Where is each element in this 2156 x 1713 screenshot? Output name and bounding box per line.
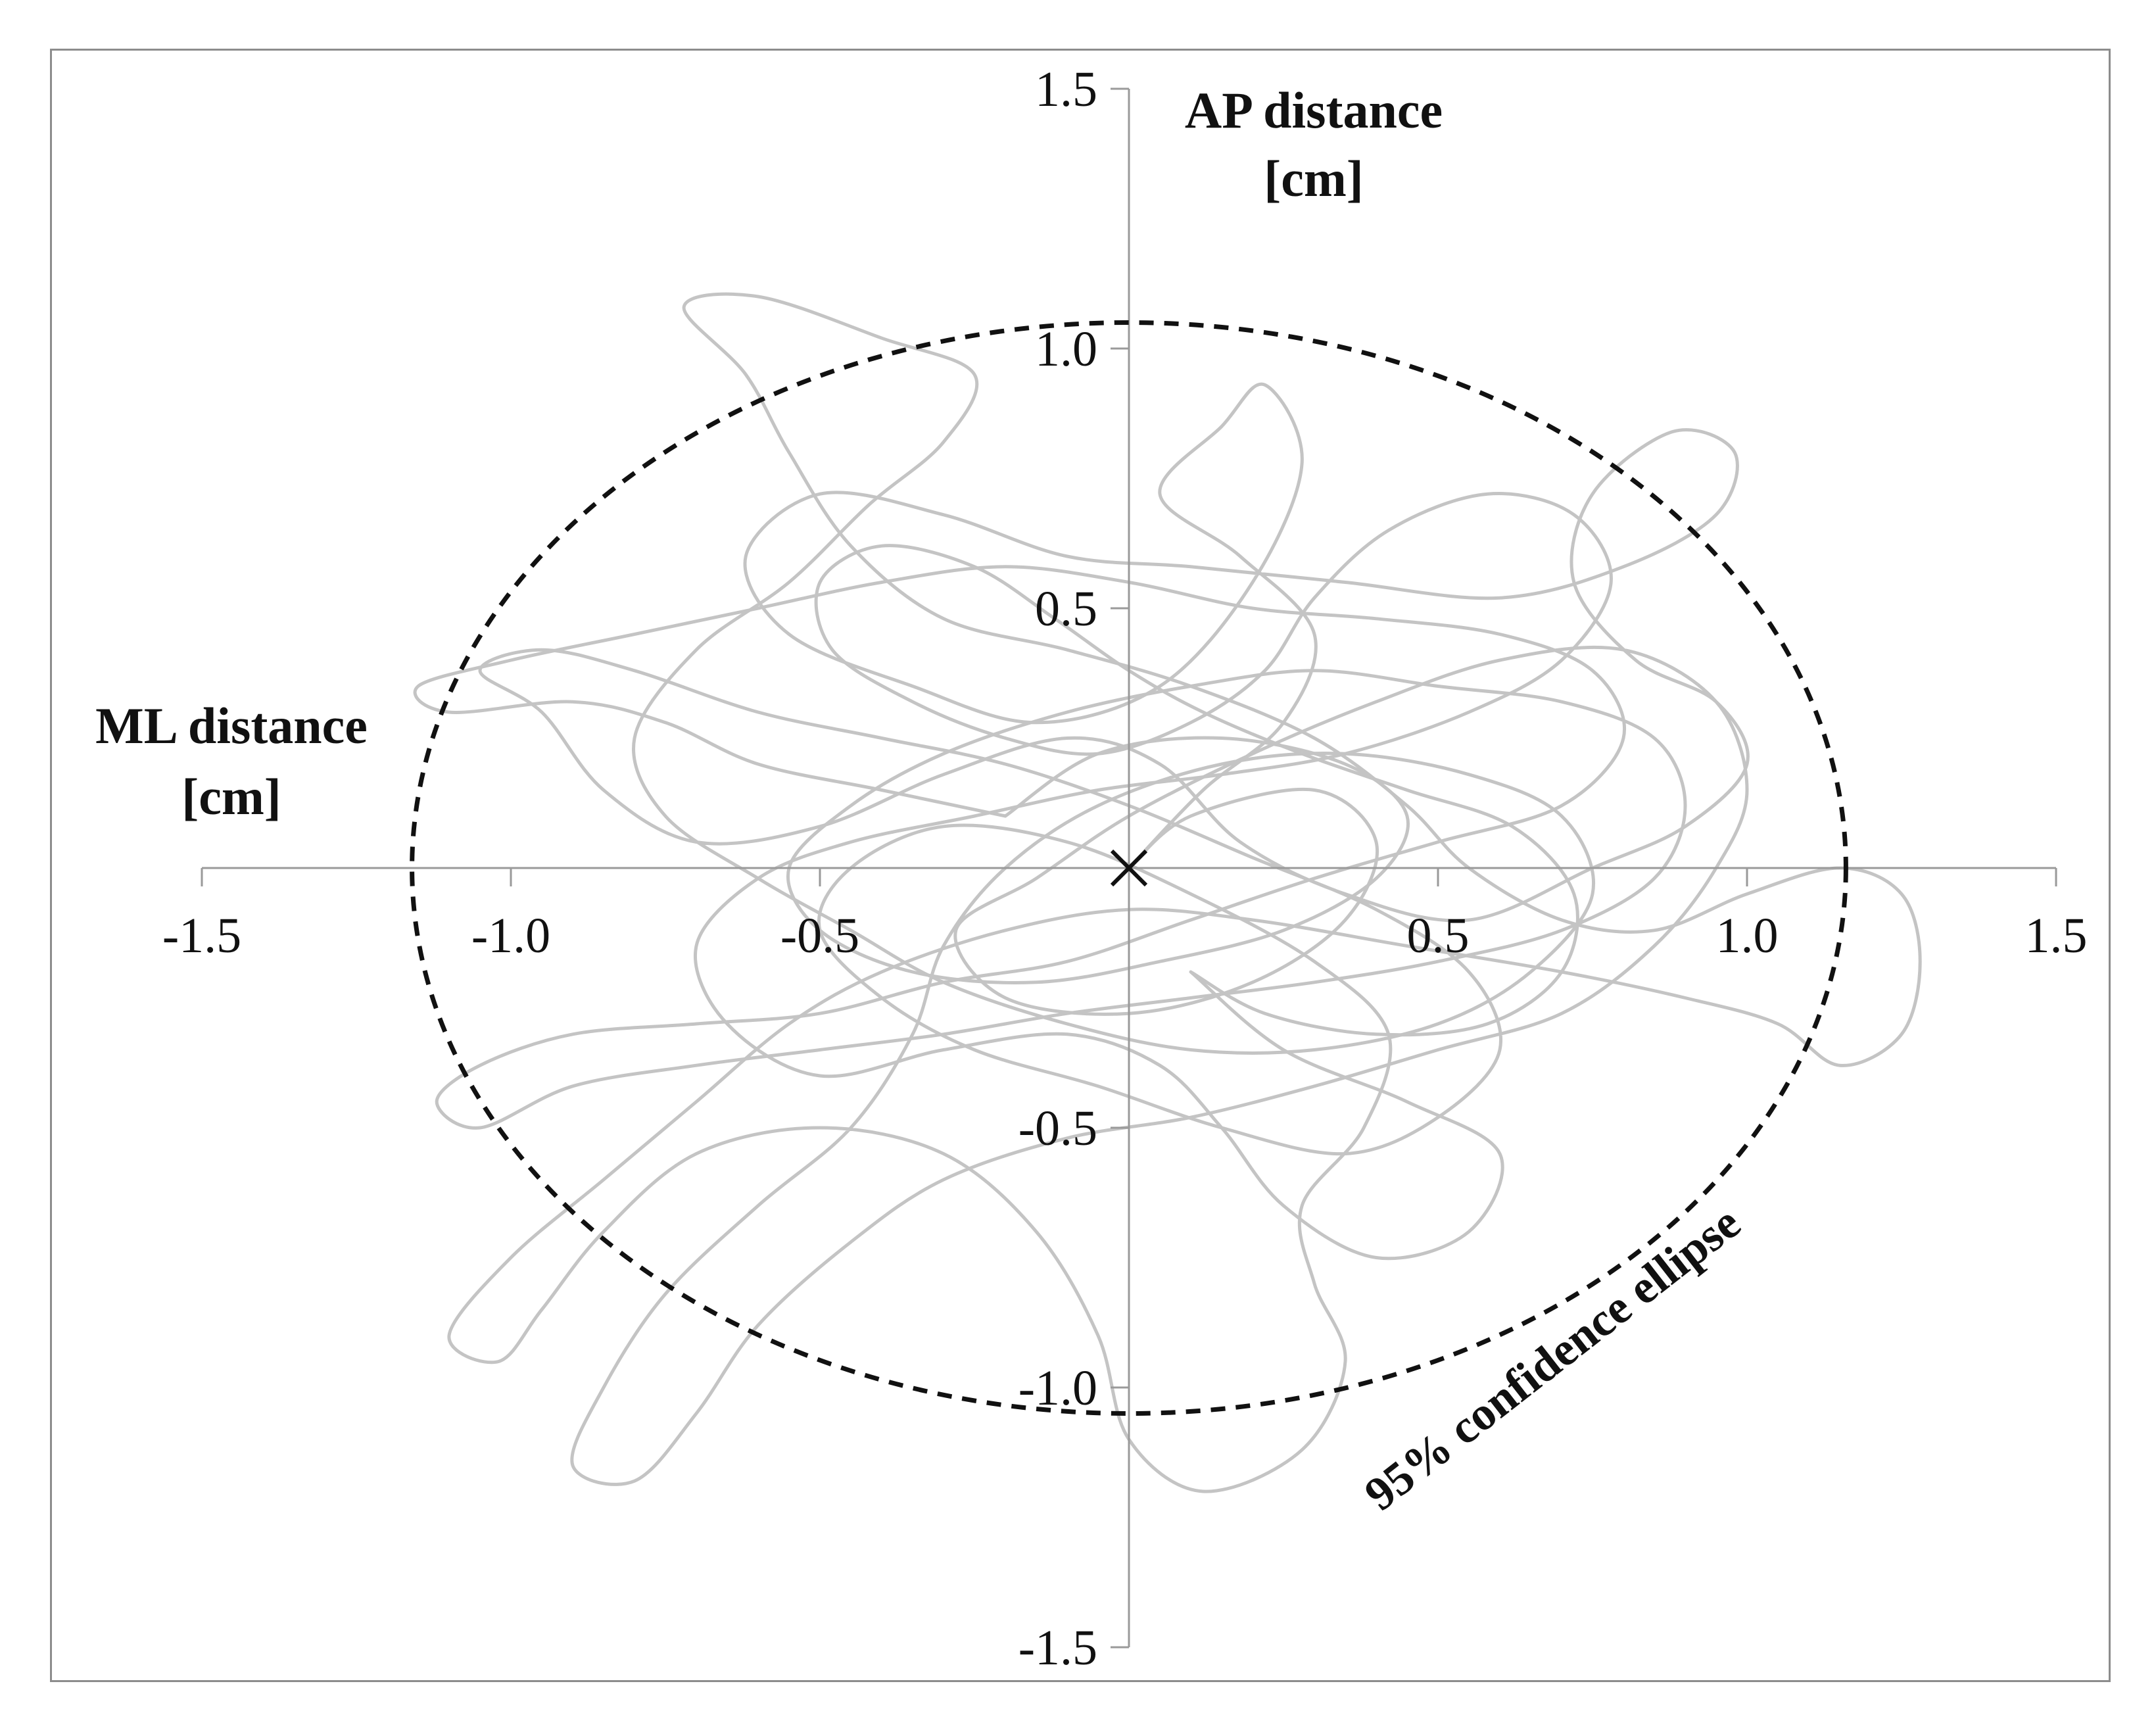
x-tick-label: -0.5: [780, 908, 859, 963]
y-tick-label: 1.5: [1035, 62, 1097, 117]
x-tick-label: 1.0: [1716, 908, 1779, 963]
sway-path-2: [413, 565, 1687, 1130]
confidence-ellipse-label: 95% confidence ellipse: [1355, 1196, 1750, 1521]
mean-marker-stroke-2: [1110, 849, 1148, 887]
x-axis-title-line-2: [cm]: [181, 768, 281, 825]
chart-frame: [50, 49, 2111, 1682]
sway-path-1: [447, 292, 1922, 1493]
x-tick-label: -1.0: [471, 908, 550, 963]
sway-path-3: [694, 492, 1613, 1261]
y-axis-title-line-1: AP distance: [1185, 82, 1443, 139]
y-tick-label: 0.5: [1035, 581, 1097, 637]
x-tick-label: -1.5: [162, 908, 241, 963]
confidence-ellipse-group: [410, 320, 1848, 1416]
y-axis-title-line-2: [cm]: [1264, 150, 1364, 207]
ticks: -1.5 -1.0 -0.5 0.5 1.0 1.5 -1.5 -1.0 -0.5 0.5 1.0 1…: [162, 62, 2088, 1676]
y-tick-label: -1.5: [1018, 1620, 1097, 1676]
y-tick-label: -0.5: [1018, 1101, 1097, 1156]
x-tick-label: 1.5: [2025, 908, 2088, 963]
sway-paths: [413, 292, 1922, 1493]
x-tick-label: 0.5: [1407, 908, 1470, 963]
y-tick-label: 1.0: [1035, 322, 1097, 377]
y-tick-label: -1.0: [1018, 1361, 1097, 1416]
confidence-ellipse: [410, 320, 1848, 1416]
mean-marker: [1110, 849, 1148, 887]
x-axis-title-line-1: ML distance: [95, 697, 368, 754]
